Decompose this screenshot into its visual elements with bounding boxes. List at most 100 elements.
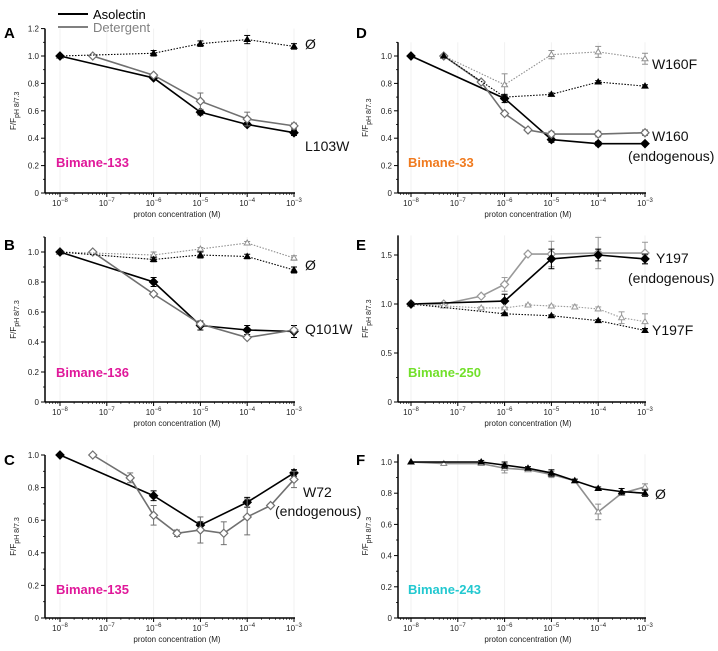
data-point	[439, 301, 448, 309]
data-point	[148, 490, 159, 501]
data-point	[289, 474, 299, 485]
data-point	[547, 301, 556, 309]
data-point	[195, 525, 206, 535]
data-point	[243, 239, 252, 246]
y-tick-label: 0.4	[381, 552, 393, 561]
x-axis-label: proton concentration (M)	[484, 419, 571, 428]
series-annotation: W160F	[652, 56, 697, 72]
data-point	[641, 489, 649, 496]
data-point	[148, 277, 159, 287]
series-w72-detergent	[87, 450, 299, 546]
x-tick-label: 10−8	[403, 198, 419, 208]
data-point	[594, 507, 603, 515]
data-point	[546, 134, 557, 145]
y-axis-label: F/FpH 8/7.3	[9, 91, 21, 130]
x-tick-label: 10−8	[52, 623, 68, 633]
data-point	[641, 82, 649, 89]
data-point	[641, 54, 649, 62]
series-line	[443, 55, 646, 135]
data-point	[87, 51, 98, 61]
data-point	[499, 279, 510, 290]
x-tick-label: 10−7	[450, 407, 466, 417]
y-axis-label: F/FpH 8/7.3	[9, 300, 21, 339]
construct-label: Bimane-136	[56, 365, 129, 380]
data-point	[500, 93, 509, 100]
data-point	[500, 80, 509, 88]
x-axis-label: proton concentration (M)	[484, 635, 571, 644]
series-w160f-detergent	[439, 45, 649, 97]
data-point	[242, 114, 253, 124]
y-tick-label: 0.2	[381, 583, 393, 592]
data-point	[265, 500, 276, 511]
x-tick-label: 10−4	[590, 623, 606, 633]
series-line	[92, 251, 295, 339]
series-annotation: W160	[652, 128, 689, 144]
panel-letter: F	[356, 452, 365, 469]
x-tick-label: 10−5	[544, 623, 560, 633]
data-point	[289, 121, 299, 131]
data-point	[477, 458, 486, 465]
data-point	[524, 464, 532, 471]
series-line	[410, 461, 646, 514]
y-tick-label: 0.5	[381, 349, 393, 358]
data-point	[407, 458, 415, 465]
data-point	[196, 245, 205, 252]
data-point	[570, 302, 579, 310]
y-tick-label: 0	[388, 614, 393, 623]
panel-letter: A	[4, 25, 15, 42]
y-tick-label: 0.6	[28, 516, 40, 525]
data-point	[476, 291, 487, 302]
data-point	[290, 254, 298, 261]
x-tick-label: 10−8	[403, 623, 419, 633]
y-tick-label: 0.2	[381, 162, 393, 171]
data-point	[242, 332, 253, 343]
panel-c: C 0 0.2 0.4 0.6 0.8 1.0 10−8 10−7 10−6 10−5 10−4 10−…	[4, 450, 361, 644]
data-point	[290, 266, 298, 273]
series-annotation: Y197F	[652, 322, 693, 338]
x-tick-label: 10−6	[497, 623, 513, 633]
y-tick-label: 0.8	[28, 278, 40, 287]
y-tick-label: 0.8	[381, 489, 393, 498]
y-tick-label: 0.2	[28, 368, 40, 377]
panel-letter: D	[356, 25, 367, 42]
construct-label: Bimane-133	[56, 155, 129, 170]
y-tick-label: 0.8	[28, 484, 40, 493]
x-tick-label: 10−5	[193, 198, 209, 208]
y-tick-label: 1.0	[381, 52, 393, 61]
data-point	[594, 47, 603, 55]
series--asolectin	[56, 34, 298, 59]
series-q101w-detergent	[87, 247, 299, 343]
data-point	[242, 512, 253, 522]
data-point	[149, 255, 158, 262]
panel-b: B 0 0.2 0.4 0.6 0.8 1.0 10−8 10−7 10−6 10−5 10−4 10−…	[4, 236, 353, 428]
series-y197f-asolectin	[407, 300, 649, 333]
data-point	[523, 125, 533, 135]
panel-letter: B	[4, 237, 15, 254]
data-point	[499, 108, 510, 119]
series-line	[410, 303, 646, 323]
x-tick-label: 10−4	[239, 198, 255, 208]
data-point	[477, 303, 486, 311]
data-point	[406, 51, 416, 61]
data-point	[289, 325, 299, 335]
data-point	[195, 107, 206, 118]
data-point	[640, 138, 650, 149]
x-tick-label: 10−5	[193, 623, 209, 633]
data-point	[56, 52, 64, 59]
y-tick-label: 0	[388, 398, 393, 407]
x-tick-label: 10−8	[52, 198, 68, 208]
y-tick-label: 0	[35, 189, 40, 198]
y-axis-label: F/FpH 8/7.3	[361, 517, 373, 556]
x-tick-label: 10−6	[146, 407, 162, 417]
y-tick-label: 0.6	[381, 107, 393, 116]
y-tick-label: 0	[35, 614, 40, 623]
series-line	[92, 55, 295, 127]
x-tick-label: 10−8	[403, 407, 419, 417]
data-point	[439, 459, 448, 467]
x-tick-label: 10−6	[497, 407, 513, 417]
x-tick-label: 10−7	[99, 407, 115, 417]
x-tick-label: 10−4	[590, 407, 606, 417]
data-point	[500, 309, 509, 317]
panel-letter: C	[4, 452, 15, 469]
series-w160-detergent	[438, 51, 650, 139]
